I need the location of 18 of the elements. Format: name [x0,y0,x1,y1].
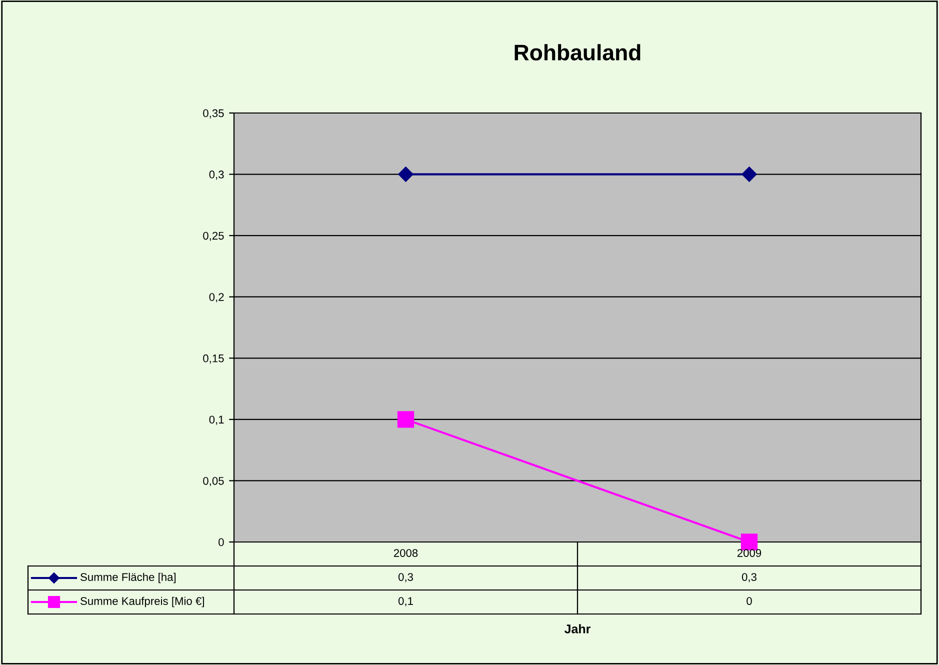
data-label: 0,3 [398,573,413,582]
data-label: 0 [746,597,752,605]
y-tick-label: 0,2 [209,293,224,302]
y-tick-label: 0 [218,538,224,546]
legend-label: Summe Kaufpreis [Mio €] [80,596,204,608]
x-tick-label: 2009 [737,549,762,557]
y-tick-label: 0,3 [209,170,224,180]
legend-label: Summe Fläche [ha] [80,572,176,584]
x-tick-label: 2008 [394,549,418,557]
text: Jahr [564,624,591,634]
y-tick-label: 0,15 [203,354,224,364]
chart-title: Rohbauland [514,44,640,60]
y-tick-label: 0,25 [203,232,224,242]
y-tick-label: 0,1 [209,416,224,425]
data-label: 0,1 [398,597,413,606]
y-tick-label: 0,35 [203,109,224,118]
y-tick-label: 0,05 [203,476,224,486]
data-label: 0,3 [742,573,756,582]
